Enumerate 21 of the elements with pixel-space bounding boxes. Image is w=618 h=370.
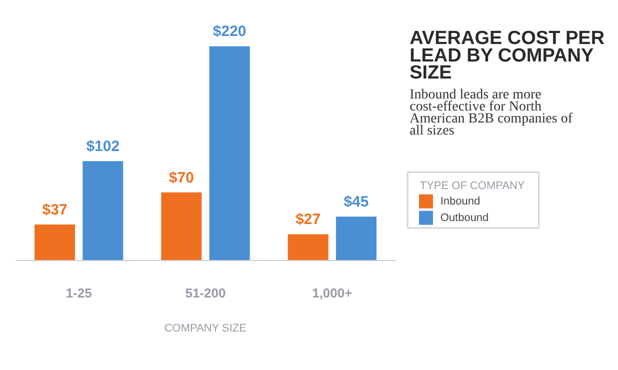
data-label: $27 (296, 211, 321, 228)
x-axis-title: COMPANY SIZE (164, 322, 246, 334)
bar (82, 161, 124, 260)
bar (288, 234, 328, 260)
legend-title: TYPE OF COMPANY (420, 180, 526, 192)
legend-label: Outbound (440, 212, 489, 224)
x-tick-label: 1,000+ (312, 286, 353, 300)
x-tick-label: 1-25 (66, 286, 92, 300)
bar (336, 216, 376, 260)
data-label: $45 (344, 194, 369, 211)
bar (34, 224, 76, 260)
legend-label: Inbound (440, 195, 480, 208)
text: AVERAGE COST PER LEAD BY COMPANY SIZE (410, 28, 605, 84)
bar (209, 46, 250, 260)
bar (161, 192, 202, 260)
x-tick-label: 51-200 (185, 286, 226, 300)
data-label: $220 (212, 23, 246, 40)
data-label: $102 (86, 138, 120, 156)
data-label: $70 (168, 169, 194, 186)
data-label: $37 (42, 201, 68, 218)
text: Inbound leads are more cost-effective for North American B2B companies of all sizes (410, 87, 573, 139)
